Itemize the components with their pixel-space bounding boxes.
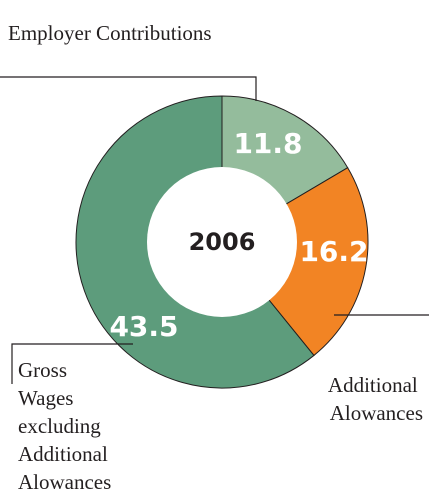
category-label-gross-line-2: Wages (18, 386, 73, 410)
category-label-additional: Additional Alowances (328, 373, 423, 425)
category-label-additional-line-1: Additional (328, 373, 418, 397)
category-label-gross-line-4: Additional (18, 442, 108, 466)
leader-line-gross (11, 343, 133, 384)
value-label-additional: 16.2 (299, 235, 368, 268)
category-label-gross-line-1: Gross (18, 358, 67, 382)
category-label-gross-line-5: Alowances (18, 470, 111, 494)
value-label-gross: 43.5 (109, 310, 178, 343)
category-label-gross: Gross Wages excluding Additional Alowanc… (18, 358, 113, 494)
category-label-employer: Employer Contributions (8, 21, 212, 45)
value-label-employer: 11.8 (233, 127, 302, 160)
category-label-additional-line-2: Alowances (330, 401, 423, 425)
slice-additional (221, 167, 369, 357)
donut-hole (147, 167, 297, 317)
category-label-gross-line-3: excluding (18, 414, 101, 438)
center-year-label: 2006 (189, 228, 256, 256)
leader-line-employer (0, 76, 257, 101)
